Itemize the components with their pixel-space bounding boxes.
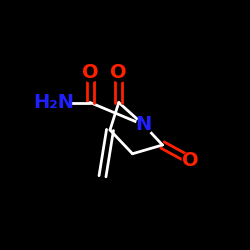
Text: H₂N: H₂N <box>33 93 74 112</box>
Text: O: O <box>182 150 198 170</box>
Text: O: O <box>110 63 127 82</box>
Text: N: N <box>136 116 152 134</box>
Text: O: O <box>82 63 98 82</box>
